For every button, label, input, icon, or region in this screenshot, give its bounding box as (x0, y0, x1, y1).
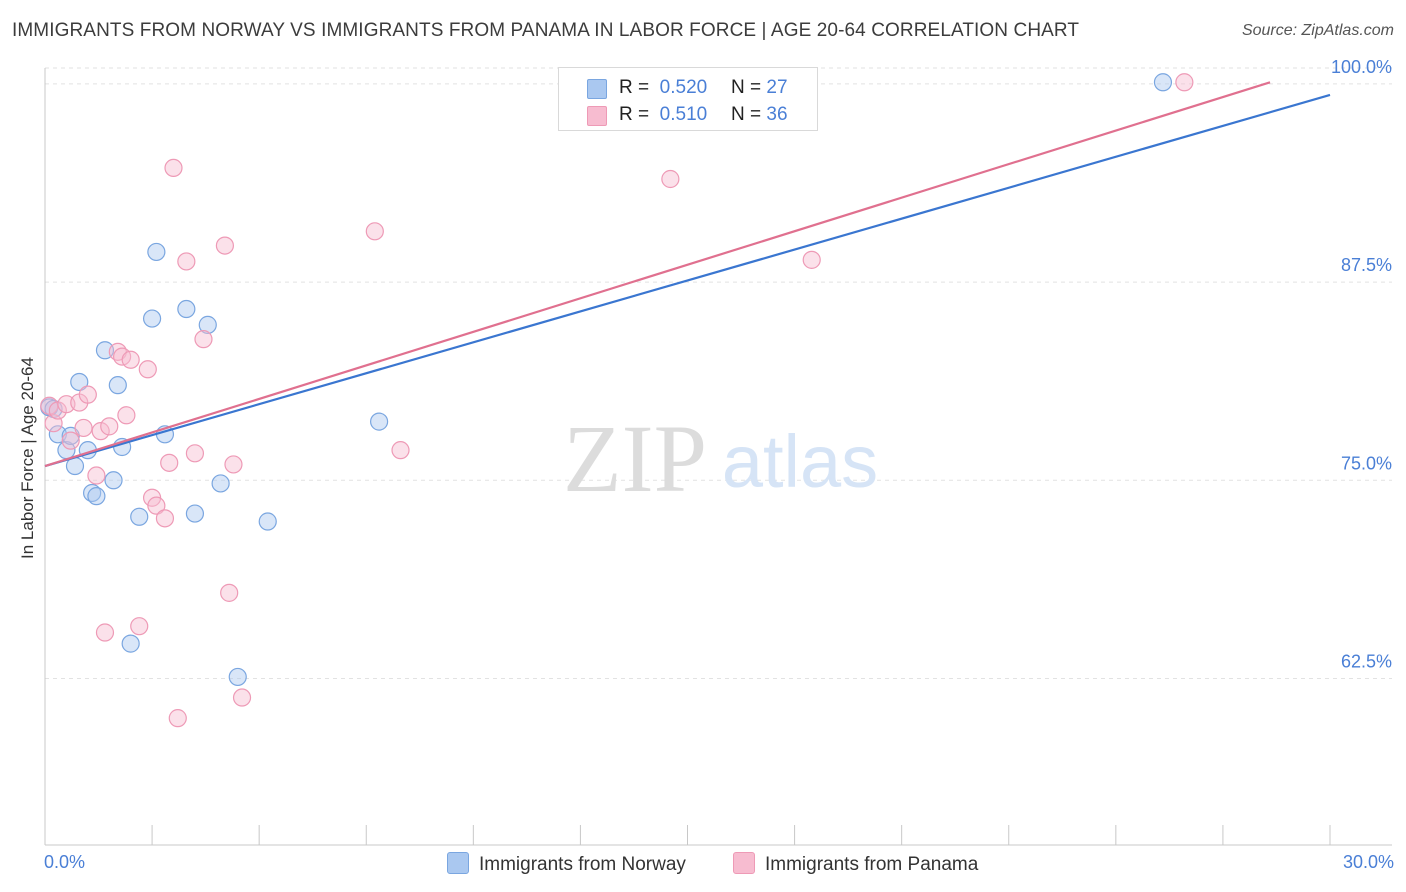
point-panama-10 (95, 623, 115, 642)
point-panama-33 (661, 169, 680, 189)
point-panama-11 (100, 417, 119, 436)
point-norway-17 (147, 242, 166, 262)
point-panama-26 (194, 330, 213, 349)
point-norway-6 (70, 372, 89, 392)
point-panama-28 (220, 583, 239, 602)
point-norway-26 (1153, 73, 1173, 92)
point-panama-22 (164, 158, 183, 177)
point-panama-7 (78, 385, 97, 404)
point-panama-14 (117, 406, 136, 425)
legend-row-panama: R = 0.510 N = 36 (559, 102, 817, 130)
watermark: ZIP atlas (563, 405, 878, 512)
point-norway-9 (87, 487, 106, 506)
stats-legend: R = 0.520 N = 27 R = 0.510 N = 36 (558, 67, 818, 131)
point-panama-30 (232, 688, 252, 707)
legend-bottom-label-norway: Immigrants from Norway (479, 854, 686, 875)
y-tick-label-0: 62.5% (1341, 652, 1392, 672)
point-norway-21 (198, 315, 217, 334)
point-norway-15 (130, 507, 149, 526)
point-norway-11 (104, 471, 123, 490)
point-norway-25 (370, 412, 389, 431)
point-panama-25 (185, 444, 205, 463)
point-panama-31 (365, 222, 384, 241)
legend-swatch-norway (587, 79, 607, 99)
legend-bottom-label-panama: Immigrants from Panama (765, 854, 979, 875)
trend-lines (44, 81, 1331, 468)
point-norway-16 (142, 309, 162, 328)
point-panama-9 (91, 422, 110, 441)
point-panama-16 (130, 617, 149, 636)
legend-bottom-swatch-panama (733, 852, 755, 874)
point-panama-4 (61, 431, 80, 450)
point-panama-27 (215, 236, 234, 255)
legend-item-panama: Immigrants from Panama (733, 852, 978, 876)
watermark-zip: ZIP (563, 405, 707, 512)
chart-title: IMMIGRANTS FROM NORWAY VS IMMIGRANTS FRO… (12, 20, 1080, 41)
point-panama-32 (391, 441, 410, 460)
point-panama-29 (224, 455, 243, 474)
point-panama-34 (802, 250, 821, 269)
point-norway-20 (185, 504, 205, 523)
point-panama-20 (155, 509, 175, 528)
gridlines (45, 67, 1392, 679)
legend-n-label-panama: N = (731, 104, 762, 125)
x-tick-min: 0.0% (44, 852, 86, 872)
legend-item-norway: Immigrants from Norway (447, 852, 686, 876)
y-tick-label-3: 100.0% (1331, 57, 1392, 77)
point-panama-19 (147, 496, 166, 515)
trend-line-norway (44, 93, 1331, 468)
legend-swatch-panama (587, 106, 607, 126)
legend-r-value-norway: 0.520 (659, 77, 708, 98)
trend-line-panama (44, 81, 1271, 468)
point-panama-17 (138, 360, 157, 379)
point-norway-24 (258, 512, 277, 531)
legend-n-label-norway: N = (731, 77, 762, 98)
legend-r-value-panama: 0.510 (659, 104, 708, 125)
point-panama-8 (87, 466, 106, 485)
point-norway-22 (211, 474, 230, 493)
watermark-atlas: atlas (722, 420, 878, 503)
legend-r-label-norway: R = (619, 77, 650, 98)
point-norway-23 (228, 667, 247, 687)
point-panama-24 (177, 252, 196, 271)
point-norway-14 (121, 634, 140, 653)
legend-row-norway: R = 0.520 N = 27 (559, 75, 817, 103)
legend-n-value-panama: 36 (766, 104, 788, 125)
legend-n-value-norway: 27 (766, 77, 788, 98)
point-panama-15 (121, 350, 140, 369)
point-panama-21 (160, 453, 179, 472)
y-tick-label-1: 75.0% (1341, 453, 1392, 473)
legend-bottom-swatch-norway (447, 852, 469, 874)
y-tick-labels: 62.5% 75.0% 87.5% 100.0% (1331, 57, 1392, 672)
legend-r-label-panama: R = (619, 104, 650, 125)
axes (44, 68, 1392, 846)
series-legend: Immigrants from Norway Immigrants from P… (0, 852, 1406, 880)
point-panama-35 (1175, 73, 1194, 92)
y-tick-label-2: 87.5% (1341, 255, 1392, 275)
scatter-points (40, 73, 1194, 728)
point-panama-23 (168, 709, 187, 728)
source-label: Source: ZipAtlas.com (1241, 22, 1394, 39)
point-norway-12 (108, 376, 127, 395)
x-tick-max: 30.0% (1342, 852, 1394, 872)
point-panama-6 (74, 418, 93, 438)
point-norway-19 (177, 299, 196, 319)
